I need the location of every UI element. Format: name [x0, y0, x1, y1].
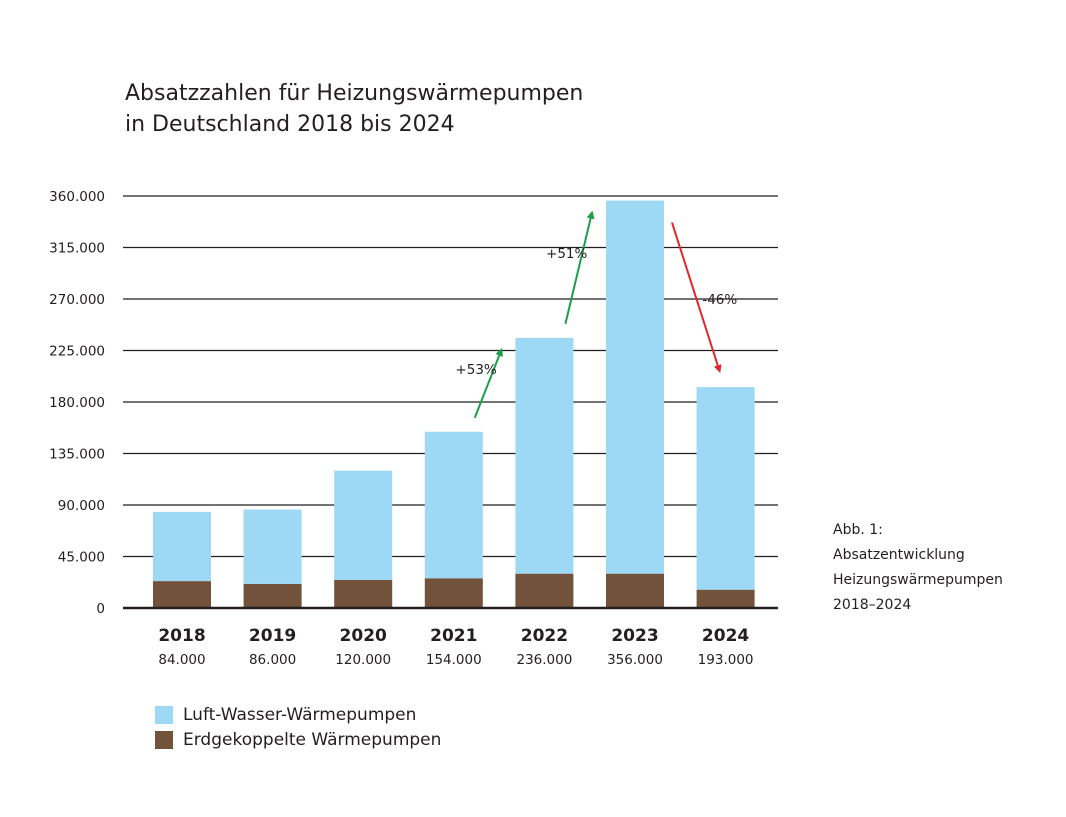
y-tick-label: 225.000: [49, 344, 105, 360]
bar-air-2024: [696, 387, 755, 590]
x-tick-label: 2023: [611, 626, 658, 646]
legend: Luft-Wasser-Wärmepumpen Erdgekoppelte Wä…: [155, 702, 441, 752]
y-tick-label: 90.000: [58, 498, 105, 514]
caption-line: Abb. 1:: [833, 522, 883, 538]
figure-caption: Abb. 1: Absatzentwicklung Heizungswärmep…: [833, 518, 1003, 618]
caption-line: 2018–2024: [833, 597, 912, 613]
bar-ground-2020: [334, 579, 393, 608]
y-tick-label: 270.000: [49, 292, 105, 308]
bar-air-2023: [606, 200, 664, 574]
total-label: 154.000: [426, 652, 482, 668]
bar-ground-2021: [424, 578, 483, 608]
bar-ground-2024: [696, 589, 755, 608]
bar-air-2022: [515, 337, 574, 574]
legend-label-ground: Erdgekoppelte Wärmepumpen: [183, 729, 442, 750]
legend-swatch-ground: [155, 730, 173, 749]
x-tick-label: 2024: [702, 626, 749, 646]
change-arrow: [473, 348, 503, 419]
bar-ground-2023: [606, 573, 664, 608]
y-tick-label: 180.000: [49, 395, 105, 411]
caption-line: Heizungswärmepumpen: [833, 572, 1003, 588]
total-label: 84.000: [158, 652, 205, 668]
y-tick-label: 0: [96, 601, 105, 617]
legend-item-ground: Erdgekoppelte Wärmepumpen: [155, 727, 441, 752]
legend-label-air: Luft-Wasser-Wärmepumpen: [183, 704, 417, 725]
change-arrow: [671, 222, 722, 374]
change-label: +51%: [546, 246, 587, 262]
change-label: +53%: [455, 362, 496, 378]
legend-swatch-air: [155, 705, 173, 724]
title-line-1: Absatzzahlen für Heizungswärmepumpen: [125, 81, 584, 106]
x-tick-label: 2022: [521, 626, 568, 646]
x-tick-label: 2021: [430, 626, 477, 646]
bar-air-2020: [334, 470, 393, 580]
bar-air-2021: [424, 431, 483, 579]
bar-ground-2018: [153, 581, 211, 608]
change-label: -46%: [702, 292, 737, 308]
total-label: 236.000: [516, 652, 572, 668]
legend-item-air: Luft-Wasser-Wärmepumpen: [155, 702, 441, 727]
caption-line: Absatzentwicklung: [833, 547, 965, 563]
x-tick-label: 2018: [158, 626, 205, 646]
total-label: 86.000: [249, 652, 296, 668]
y-tick-label: 45.000: [58, 550, 105, 566]
bar-ground-2019: [243, 583, 302, 608]
bar-ground-2022: [515, 573, 574, 608]
change-arrow: [564, 210, 595, 325]
y-tick-label: 135.000: [49, 447, 105, 463]
y-tick-label: 315.000: [49, 241, 105, 257]
title-line-2: in Deutschland 2018 bis 2024: [125, 112, 455, 137]
bar-air-2018: [153, 511, 211, 582]
x-tick-label: 2019: [249, 626, 296, 646]
total-label: 356.000: [607, 652, 663, 668]
bar-air-2019: [243, 509, 302, 584]
chart-title: Absatzzahlen für Heizungswärmepumpen in …: [125, 78, 583, 140]
x-tick-label: 2020: [340, 626, 387, 646]
total-label: 193.000: [698, 652, 754, 668]
total-label: 120.000: [335, 652, 391, 668]
y-tick-label: 360.000: [49, 189, 105, 205]
